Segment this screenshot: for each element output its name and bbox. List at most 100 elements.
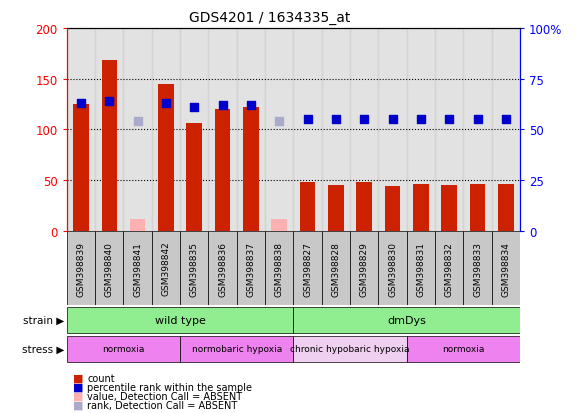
Text: GSM398827: GSM398827 <box>303 241 312 296</box>
Text: GDS4201 / 1634335_at: GDS4201 / 1634335_at <box>189 11 351 25</box>
Bar <box>435 29 464 231</box>
Text: percentile rank within the sample: percentile rank within the sample <box>87 382 252 392</box>
Text: GSM398838: GSM398838 <box>275 241 284 296</box>
Text: dmDys: dmDys <box>388 315 426 325</box>
Bar <box>237 29 265 231</box>
Point <box>501 116 511 123</box>
Bar <box>265 29 293 231</box>
Bar <box>237 231 265 306</box>
Bar <box>271 219 287 231</box>
Bar <box>265 231 293 306</box>
Bar <box>180 336 293 362</box>
Bar <box>385 187 400 231</box>
Point <box>162 100 171 107</box>
Point <box>360 116 369 123</box>
Bar <box>350 231 378 306</box>
Point <box>105 98 114 105</box>
Text: GSM398840: GSM398840 <box>105 241 114 296</box>
Bar <box>293 231 322 306</box>
Bar <box>215 110 231 231</box>
Bar <box>350 29 378 231</box>
Text: GSM398839: GSM398839 <box>77 241 85 296</box>
Bar <box>407 231 435 306</box>
Text: GSM398835: GSM398835 <box>190 241 199 296</box>
Text: GSM398836: GSM398836 <box>218 241 227 296</box>
Bar <box>243 108 259 231</box>
Bar <box>378 231 407 306</box>
Bar <box>209 231 237 306</box>
Bar <box>469 185 485 231</box>
Text: rank, Detection Call = ABSENT: rank, Detection Call = ABSENT <box>87 400 238 410</box>
Bar <box>293 307 520 333</box>
Text: GSM398832: GSM398832 <box>444 241 454 296</box>
Bar <box>442 186 457 231</box>
Bar <box>102 61 117 231</box>
Bar <box>300 183 315 231</box>
Bar <box>95 231 123 306</box>
Bar <box>95 29 123 231</box>
Point <box>246 102 256 109</box>
Text: stress ▶: stress ▶ <box>21 344 64 354</box>
Bar <box>498 185 514 231</box>
Point <box>189 104 199 111</box>
Bar <box>67 307 293 333</box>
Text: GSM398830: GSM398830 <box>388 241 397 296</box>
Bar <box>356 183 372 231</box>
Text: chronic hypobaric hypoxia: chronic hypobaric hypoxia <box>290 344 410 354</box>
Text: GSM398841: GSM398841 <box>133 241 142 296</box>
Bar <box>413 185 429 231</box>
Bar <box>67 29 95 231</box>
Text: GSM398842: GSM398842 <box>162 241 170 296</box>
Text: GSM398834: GSM398834 <box>501 241 510 296</box>
Text: strain ▶: strain ▶ <box>23 315 64 325</box>
Text: ■: ■ <box>73 391 83 401</box>
Bar <box>180 29 209 231</box>
Text: ■: ■ <box>73 400 83 410</box>
Point <box>76 100 85 107</box>
Bar <box>67 231 95 306</box>
Bar <box>322 29 350 231</box>
Point <box>275 119 284 125</box>
Bar <box>123 29 152 231</box>
Bar <box>407 336 520 362</box>
Text: GSM398837: GSM398837 <box>246 241 256 296</box>
Bar <box>293 29 322 231</box>
Point <box>303 116 312 123</box>
Text: ■: ■ <box>73 382 83 392</box>
Bar <box>130 219 145 231</box>
Bar <box>328 186 344 231</box>
Bar <box>123 231 152 306</box>
Text: normoxia: normoxia <box>102 344 145 354</box>
Bar <box>180 231 209 306</box>
Bar <box>407 29 435 231</box>
Bar <box>435 231 464 306</box>
Bar <box>73 105 89 231</box>
Bar <box>322 231 350 306</box>
Bar <box>492 29 520 231</box>
Bar <box>152 29 180 231</box>
Bar <box>293 336 407 362</box>
Bar <box>378 29 407 231</box>
Point <box>331 116 340 123</box>
Point <box>416 116 425 123</box>
Bar <box>187 124 202 231</box>
Text: count: count <box>87 373 115 383</box>
Bar <box>209 29 237 231</box>
Text: GSM398831: GSM398831 <box>417 241 425 296</box>
Text: normobaric hypoxia: normobaric hypoxia <box>192 344 282 354</box>
Text: wild type: wild type <box>155 315 206 325</box>
Bar <box>464 231 492 306</box>
Text: value, Detection Call = ABSENT: value, Detection Call = ABSENT <box>87 391 242 401</box>
Bar <box>67 336 180 362</box>
Bar <box>152 231 180 306</box>
Point <box>218 102 227 109</box>
Text: ■: ■ <box>73 373 83 383</box>
Bar <box>464 29 492 231</box>
Text: GSM398829: GSM398829 <box>360 241 369 296</box>
Text: GSM398833: GSM398833 <box>473 241 482 296</box>
Bar <box>158 85 174 231</box>
Point <box>444 116 454 123</box>
Point <box>473 116 482 123</box>
Point <box>388 116 397 123</box>
Text: GSM398828: GSM398828 <box>331 241 340 296</box>
